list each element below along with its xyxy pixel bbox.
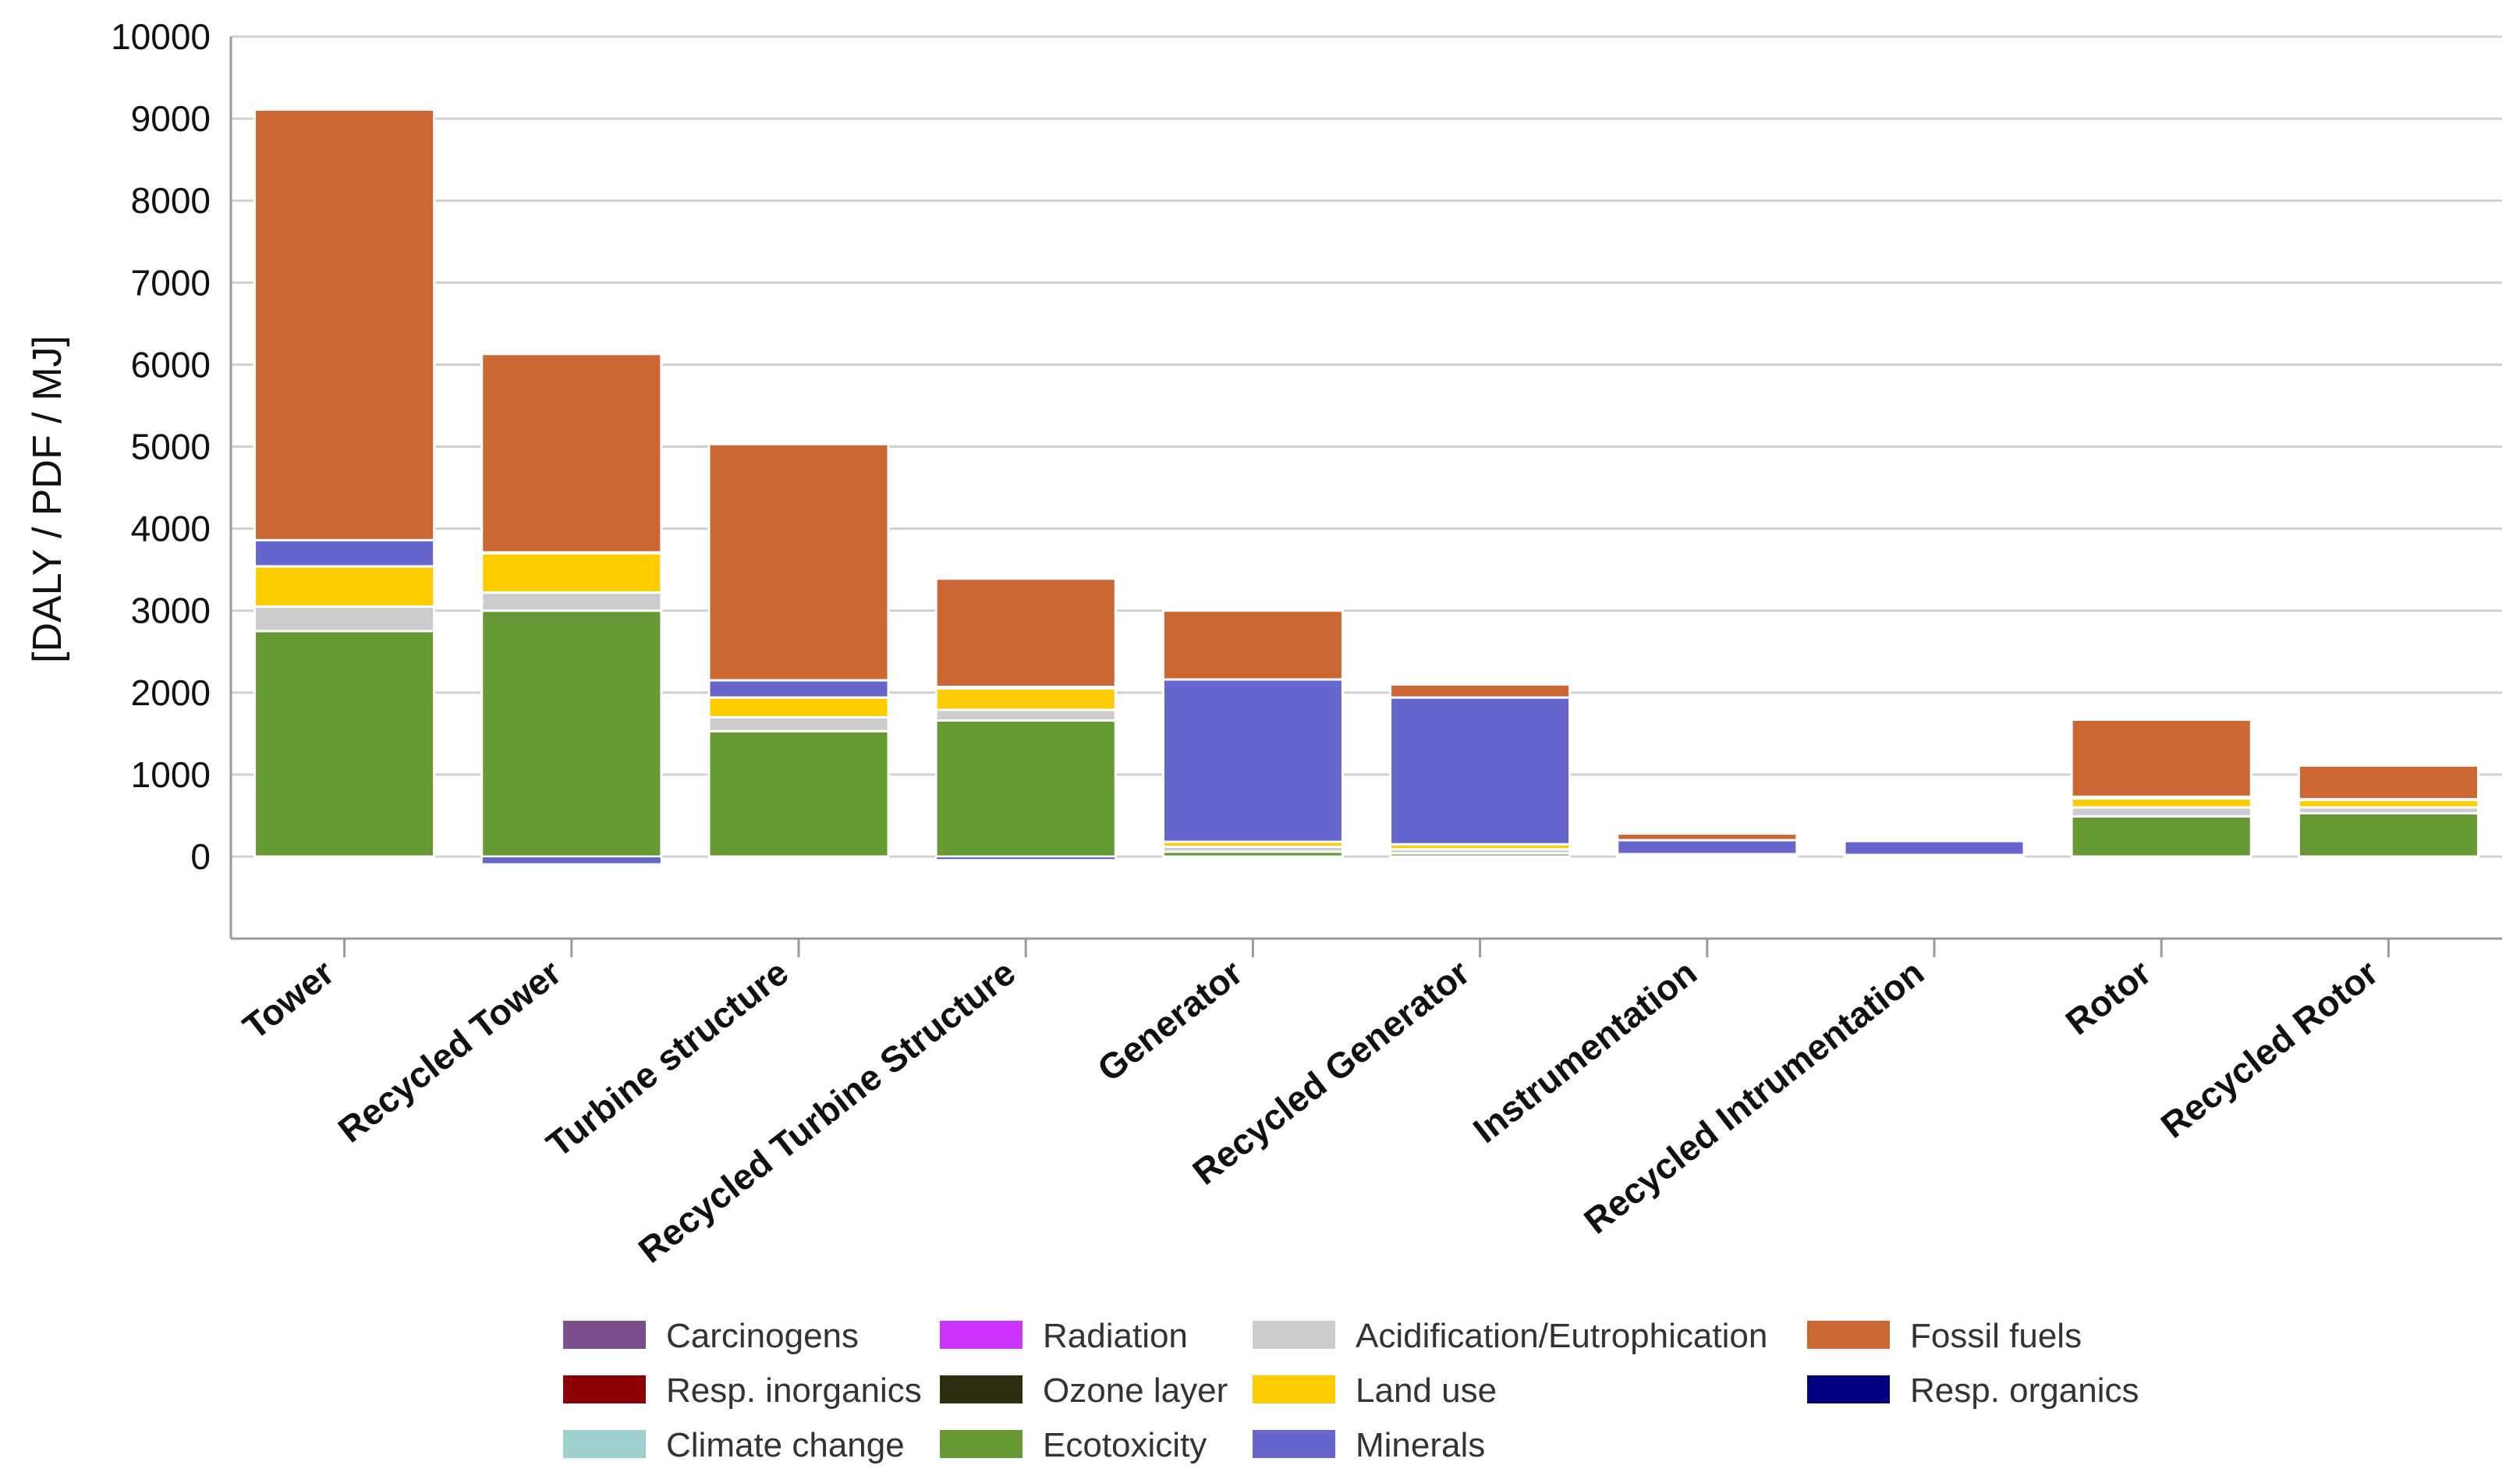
bar-segment-ecotoxicity — [934, 719, 1117, 858]
bar-segment-fossil-fuels — [2297, 764, 2479, 800]
y-tick-label: 0 — [190, 836, 211, 877]
bar-segment-ecotoxicity — [480, 609, 663, 858]
bar-segment-fossil-fuels — [934, 577, 1117, 688]
bar-segment-ecotoxicity — [253, 630, 436, 858]
bar-segment-fossil-fuels — [253, 108, 436, 541]
bar-segment-fossil-fuels — [1616, 832, 1799, 842]
bar-segment-minerals — [1161, 678, 1344, 843]
bar-segment-ecotoxicity — [707, 729, 890, 858]
category-label: Generator — [1090, 952, 1249, 1089]
legend-swatch — [940, 1375, 1023, 1403]
bar-segment-fossil-fuels — [1161, 609, 1344, 681]
legend-label: Resp. inorganics — [666, 1371, 922, 1410]
category-label: Instrumentation — [1466, 952, 1704, 1151]
category-label: Recycled Tower — [331, 952, 569, 1151]
legend: Carcinogens Radiation Acidification/Eutrop… — [563, 1317, 2139, 1464]
legend-label: Fossil fuels — [1910, 1317, 2082, 1355]
y-tick-labels: 0 1000 2000 3000 4000 5000 6000 7000 8000 9000 100… — [111, 16, 211, 877]
y-tick-label: 5000 — [131, 427, 211, 467]
bar-segment-fossil-fuels — [480, 353, 663, 554]
legend-label: Radiation — [1043, 1317, 1188, 1355]
legend-swatch — [1253, 1430, 1335, 1458]
legend-label: Resp. organics — [1910, 1371, 2139, 1410]
y-tick-label: 2000 — [131, 672, 211, 713]
legend-label: Ecotoxicity — [1043, 1426, 1207, 1464]
bar-segment-minerals — [1843, 839, 2026, 857]
bar-segment-acidification-eutrophication — [934, 708, 1117, 722]
legend-swatch — [563, 1430, 646, 1458]
bar-segment-acidification-eutrophication — [480, 591, 663, 612]
bars — [253, 108, 2479, 865]
legend-label: Climate change — [666, 1426, 905, 1464]
legend-label: Acidification/Eutrophication — [1356, 1317, 1767, 1355]
bar-segment-land-use — [2070, 797, 2252, 809]
bar-segment-land-use — [480, 552, 663, 594]
y-tick-label: 8000 — [131, 180, 211, 221]
bar-segment-fossil-fuels — [1843, 838, 2026, 843]
bar-segment-ecotoxicity — [2297, 811, 2479, 858]
axes — [229, 37, 2502, 958]
legend-swatch — [1807, 1321, 1890, 1349]
category-label: Recycled Rotor — [2153, 952, 2386, 1146]
category-label: Recycled Turbine Structure — [631, 952, 1023, 1271]
legend-label: Minerals — [1356, 1426, 1485, 1464]
category-label: Turbine structure — [539, 952, 796, 1165]
bar-segment-negative-minerals — [480, 856, 662, 865]
bar-segment-minerals — [1616, 839, 1799, 856]
category-label: Rotor — [2058, 952, 2159, 1043]
legend-label: Carcinogens — [666, 1317, 859, 1355]
bar-segment-land-use — [253, 565, 436, 608]
bar-segment-land-use — [707, 696, 890, 718]
legend-swatch — [940, 1430, 1023, 1458]
bar-segment-minerals — [707, 679, 890, 699]
legend-swatch — [1807, 1375, 1890, 1403]
legend-swatch — [563, 1321, 646, 1349]
bar-segment-land-use — [934, 687, 1117, 711]
y-axis-label: [DALY / PDF / MJ] — [25, 335, 70, 663]
bar-segment-fossil-fuels — [707, 442, 890, 682]
y-tick-label: 9000 — [131, 98, 211, 139]
y-tick-label: 7000 — [131, 262, 211, 303]
legend-label: Land use — [1356, 1371, 1497, 1410]
bar-segment-minerals — [1389, 696, 1572, 846]
bar-segment-minerals — [253, 538, 436, 568]
y-tick-label: 10000 — [111, 16, 211, 57]
y-tick-label: 3000 — [131, 591, 211, 631]
bar-segment-acidification-eutrophication — [707, 715, 890, 733]
bar-segment-fossil-fuels — [2070, 718, 2252, 798]
legend-label: Ozone layer — [1043, 1371, 1228, 1410]
y-tick-label: 6000 — [131, 344, 211, 385]
legend-swatch — [563, 1375, 646, 1403]
bar-segment-acidification-eutrophication — [253, 605, 436, 633]
y-tick-label: 4000 — [131, 509, 211, 549]
y-tick-label: 1000 — [131, 754, 211, 795]
bar-segment-fossil-fuels — [1389, 683, 1572, 699]
bar-segment-negative-minerals — [935, 856, 1117, 861]
legend-swatch — [1253, 1321, 1335, 1349]
category-label: Tower — [236, 952, 342, 1047]
legend-swatch — [1253, 1375, 1335, 1403]
bar-segment-ecotoxicity — [2070, 815, 2252, 858]
bar-segment-acidification-eutrophication — [2070, 806, 2252, 818]
legend-swatch — [940, 1321, 1023, 1349]
